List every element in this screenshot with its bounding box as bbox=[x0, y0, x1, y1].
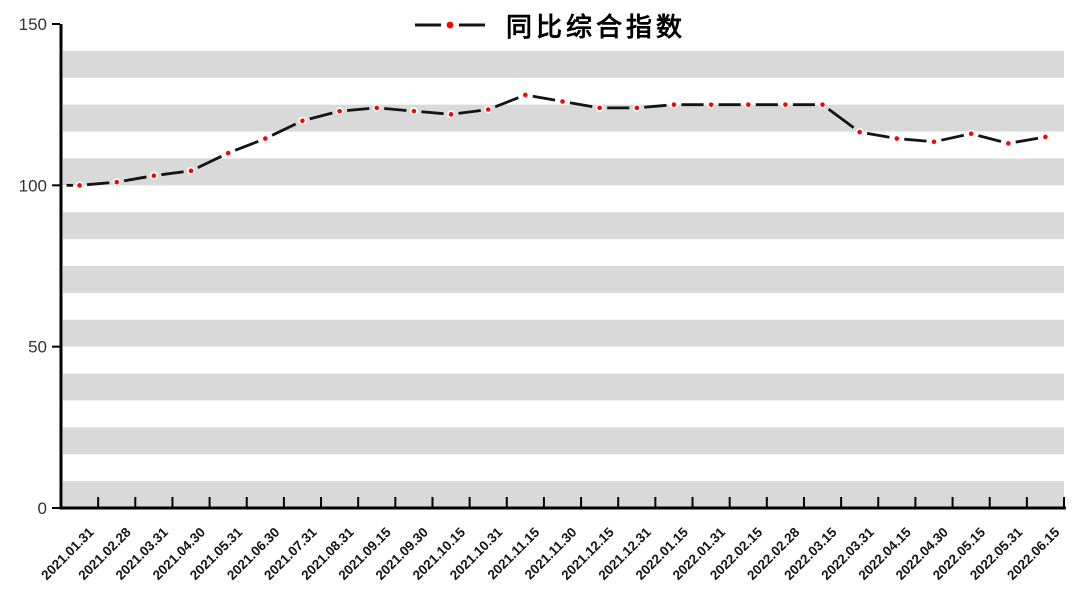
line-dash-segment bbox=[384, 107, 407, 112]
data-point-marker bbox=[298, 116, 307, 125]
data-point-marker bbox=[892, 134, 901, 143]
data-point-marker bbox=[261, 134, 270, 143]
legend-dot-icon bbox=[446, 21, 454, 29]
bg-stripe bbox=[63, 212, 1064, 240]
y-tick-label: 100 bbox=[19, 176, 47, 195]
bg-stripe bbox=[63, 481, 1064, 508]
line-dash-segment bbox=[827, 107, 855, 129]
data-point-marker bbox=[484, 105, 493, 114]
data-point-marker bbox=[372, 103, 381, 112]
data-point-marker bbox=[632, 103, 641, 112]
line-dash-segment bbox=[569, 101, 593, 108]
legend-label: 同比综合指数 bbox=[506, 11, 687, 42]
data-point-marker bbox=[112, 178, 121, 187]
line-dash-segment bbox=[86, 181, 110, 187]
line-dash-segment bbox=[494, 96, 519, 109]
data-point-marker bbox=[781, 100, 790, 109]
line-dash-segment bbox=[532, 94, 556, 102]
line-dash-segment bbox=[421, 110, 444, 116]
line-dash-segment bbox=[234, 139, 259, 152]
data-point-marker bbox=[447, 110, 455, 119]
data-point-marker bbox=[335, 107, 344, 116]
line-dash-segment bbox=[271, 122, 297, 137]
data-point-marker bbox=[1041, 133, 1050, 141]
legend-dash-dot-line-icon bbox=[414, 19, 486, 31]
data-point-marker bbox=[967, 129, 976, 138]
data-point-marker bbox=[224, 149, 233, 157]
data-point-marker bbox=[1004, 139, 1013, 148]
line-dash-segment bbox=[1015, 136, 1039, 144]
line-dash-segment bbox=[161, 170, 184, 177]
bg-stripe bbox=[63, 158, 1064, 186]
data-point-marker bbox=[410, 107, 418, 116]
data-point-marker bbox=[855, 128, 864, 136]
data-point-marker bbox=[707, 100, 715, 109]
line-dash-segment bbox=[197, 155, 223, 169]
line-dash-segment bbox=[866, 131, 890, 139]
line-dash-segment bbox=[941, 133, 965, 142]
legend: 同比综合指数 bbox=[414, 6, 686, 44]
data-point-marker bbox=[75, 181, 84, 190]
y-tick-label: 50 bbox=[28, 338, 47, 357]
bg-stripe bbox=[63, 50, 1064, 78]
data-point-marker bbox=[558, 97, 567, 106]
line-dash-segment bbox=[644, 103, 667, 109]
line-dash-segment bbox=[123, 175, 147, 183]
line-dash-segment bbox=[978, 134, 1002, 143]
data-point-marker bbox=[595, 103, 604, 112]
data-point-marker bbox=[149, 171, 158, 180]
y-tick-label: 0 bbox=[38, 499, 47, 518]
line-dash-segment bbox=[458, 109, 481, 115]
line-dash-segment bbox=[346, 107, 370, 112]
line-dash-segment bbox=[904, 137, 927, 143]
bg-stripe bbox=[63, 104, 1064, 132]
data-point-marker bbox=[930, 137, 938, 146]
data-point-marker bbox=[521, 91, 530, 99]
bg-stripe bbox=[63, 266, 1064, 293]
bg-stripe bbox=[63, 427, 1064, 455]
bg-stripe bbox=[63, 373, 1064, 401]
y-tick-label: 150 bbox=[19, 15, 47, 34]
data-point-marker bbox=[187, 166, 195, 175]
data-point-marker bbox=[744, 100, 753, 109]
line-dash-segment bbox=[309, 111, 333, 121]
data-point-marker bbox=[670, 100, 678, 109]
data-point-marker bbox=[818, 100, 827, 109]
bg-stripe bbox=[63, 319, 1064, 347]
legend-marker-canvas bbox=[415, 21, 485, 29]
